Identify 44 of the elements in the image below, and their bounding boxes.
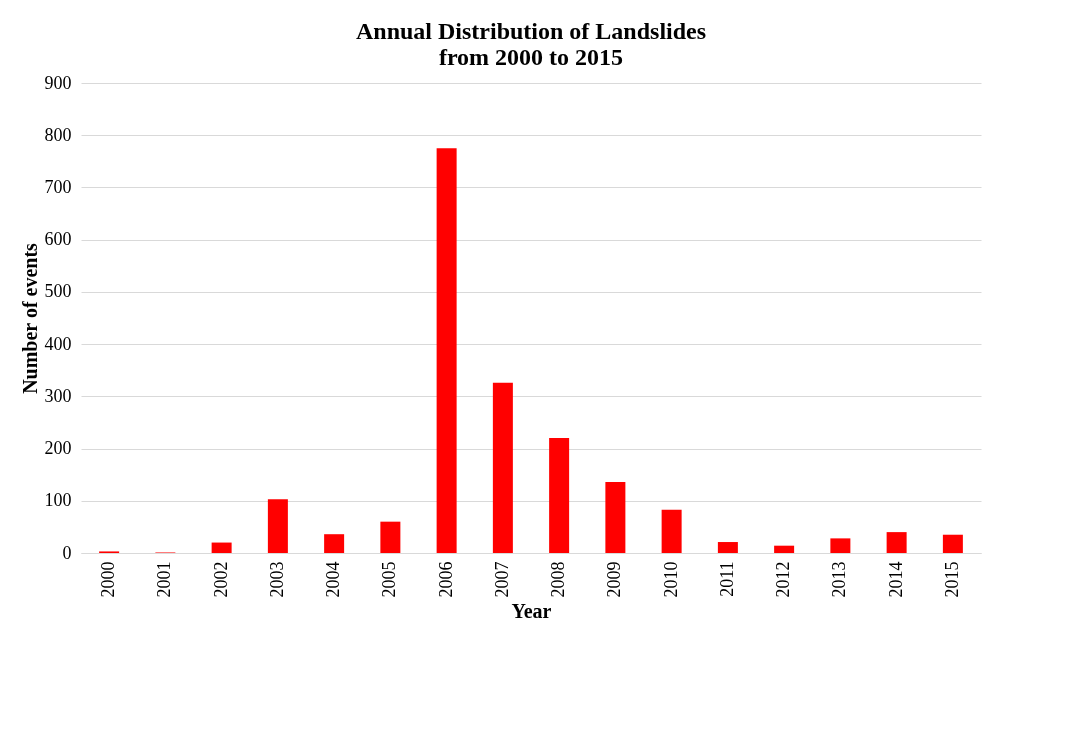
x-axis-title: Year — [511, 599, 552, 622]
bar — [436, 148, 457, 553]
y-tick-label: 200 — [44, 438, 72, 459]
y-tick-label: 500 — [44, 281, 72, 302]
y-tick-label: 800 — [44, 124, 72, 145]
x-tick-label: 2002 — [210, 561, 231, 598]
bar — [830, 538, 851, 553]
bar — [661, 509, 682, 553]
y-tick-label: 900 — [44, 72, 72, 93]
y-tick-label: 700 — [44, 176, 72, 197]
x-tick-label: 2007 — [491, 561, 512, 598]
x-tick-label: 2009 — [604, 561, 625, 598]
x-tick-label: 2005 — [379, 561, 400, 598]
y-tick-label: 100 — [44, 490, 72, 511]
x-tick-label: 2013 — [829, 561, 850, 598]
x-tick-label: 2011 — [716, 561, 737, 597]
y-tick-label: 400 — [44, 333, 72, 354]
x-tick-label: 2014 — [885, 561, 906, 598]
bar — [211, 542, 232, 553]
bar — [942, 534, 963, 553]
bar — [886, 532, 907, 553]
y-tick-label: 0 — [62, 542, 72, 563]
bar — [380, 521, 401, 553]
x-tick-label: 2003 — [266, 561, 287, 598]
bar — [324, 534, 345, 553]
text: Annual Distribution of Landslides — [355, 18, 707, 44]
bar — [492, 382, 513, 553]
y-axis-title: Number of events — [18, 242, 41, 394]
x-tick-label: 2010 — [660, 561, 681, 598]
bar — [549, 438, 570, 553]
x-tick-label: 2004 — [323, 561, 344, 598]
bar — [267, 499, 288, 553]
y-tick-label: 300 — [44, 385, 72, 406]
x-tick-label: 2000 — [98, 561, 119, 598]
x-tick-label: 2015 — [941, 561, 962, 598]
bar — [774, 545, 795, 553]
text: from 2000 to 2015 — [438, 44, 624, 70]
x-tick-label: 2006 — [435, 561, 456, 598]
x-tick-label: 2008 — [548, 561, 569, 598]
bar — [605, 481, 626, 553]
x-tick-label: 2012 — [773, 561, 794, 598]
x-tick-label: 2001 — [154, 561, 175, 598]
bar — [717, 542, 738, 553]
y-tick-label: 600 — [44, 229, 72, 250]
